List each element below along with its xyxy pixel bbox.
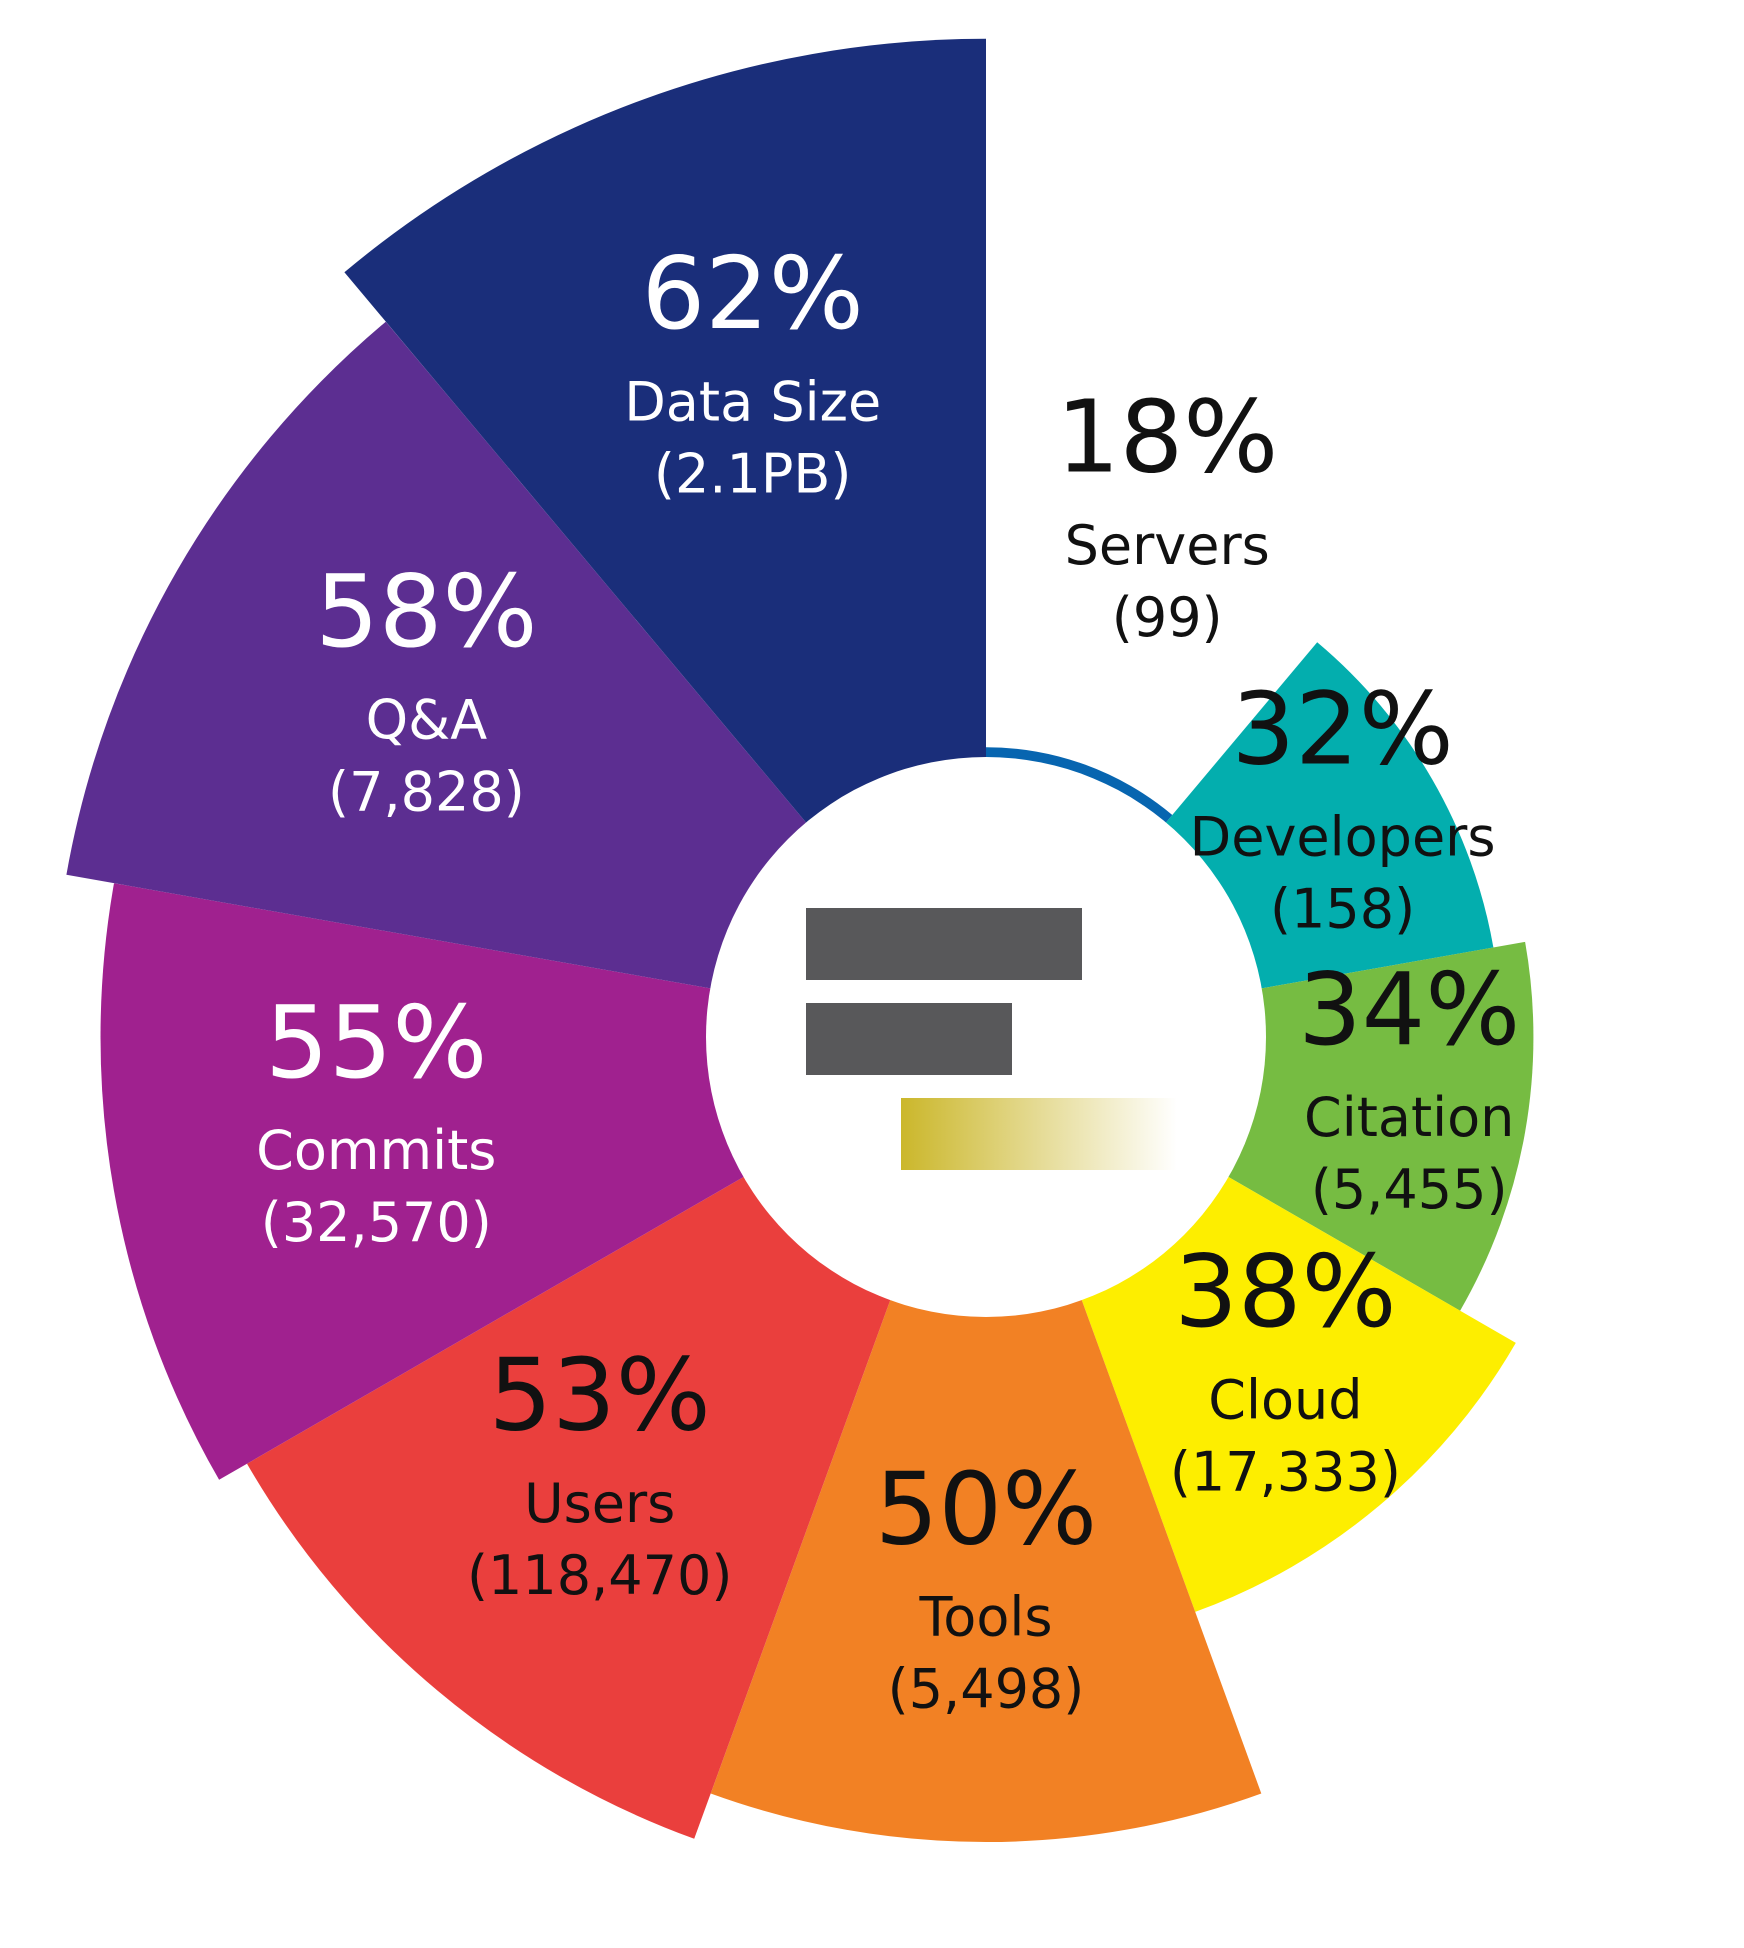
logo-bars-icon — [806, 908, 1177, 1170]
slice-percent-developers: 32% — [1231, 670, 1453, 787]
chart-labels: 18% Servers (99)32% Developers (158) 34% Citat… — [256, 235, 1520, 1720]
slice-label-cloud: Cloud — [1208, 1368, 1362, 1431]
slice-label-developers: Developers — [1190, 806, 1496, 869]
slice-label-users: Users — [524, 1472, 675, 1535]
slice-count-tools: (5,498) — [888, 1658, 1085, 1721]
slice-label-tools: Tools — [918, 1586, 1052, 1649]
logo-bar-medium — [806, 1003, 1012, 1075]
slice-percent-cloud: 38% — [1174, 1233, 1396, 1350]
slice-label-q-a: Q&A — [366, 689, 488, 752]
slice-count-users: (118,470) — [467, 1544, 732, 1607]
slice-percent-citation: 34% — [1298, 951, 1520, 1068]
slice-count-citation: (5,455) — [1311, 1158, 1508, 1221]
slice-label-citation: Citation — [1304, 1086, 1514, 1149]
slice-percent-commits: 55% — [265, 984, 487, 1101]
slice-percent-data-size: 62% — [642, 235, 864, 352]
slice-percent-q-a: 58% — [315, 553, 537, 670]
slice-tools — [710, 1037, 1262, 1843]
slice-label-commits: Commits — [256, 1119, 496, 1182]
slice-count-cloud: (17,333) — [1170, 1440, 1401, 1503]
slice-label-data-size: Data Size — [624, 371, 881, 434]
slice-percent-users: 53% — [489, 1337, 711, 1454]
slice-q-a — [66, 321, 986, 1037]
slice-label-servers: Servers — [1065, 514, 1270, 577]
slice-data-size — [344, 38, 986, 1038]
slice-count-developers: (158) — [1270, 878, 1415, 941]
slice-count-data-size: (2.1PB) — [654, 443, 852, 506]
slice-count-commits: (32,570) — [261, 1191, 492, 1254]
slice-percent-servers: 18% — [1056, 379, 1278, 496]
logo-bar-long — [806, 908, 1082, 980]
logo-bar-accent — [901, 1098, 1177, 1170]
slice-percent-tools: 50% — [875, 1450, 1097, 1567]
slice-count-servers: (99) — [1112, 586, 1223, 649]
slice-count-q-a: (7,828) — [328, 761, 525, 824]
